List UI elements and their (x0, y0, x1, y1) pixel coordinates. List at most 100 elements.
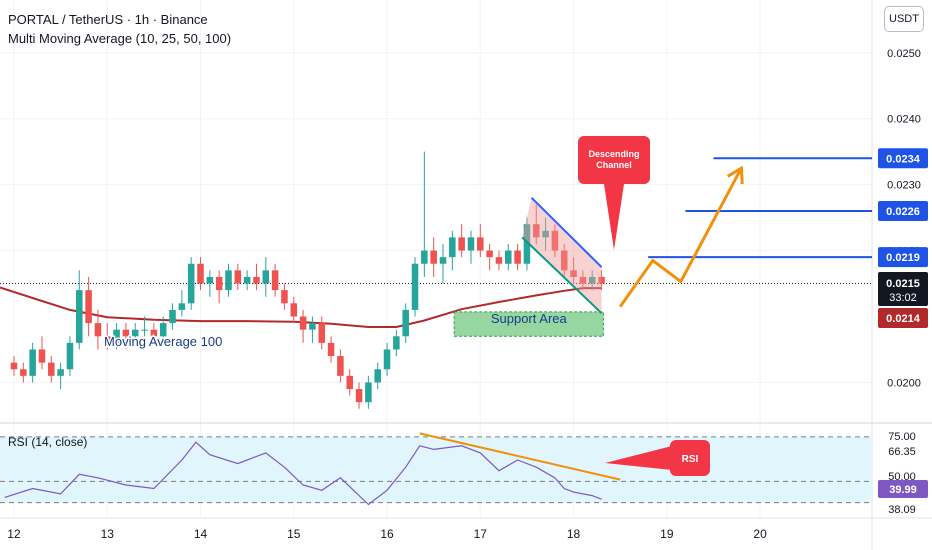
current-price-label: 0.0215 (886, 278, 920, 290)
candle-body (150, 329, 158, 337)
rsi-series (4, 441, 602, 506)
candle-body (141, 329, 148, 331)
candle-body (299, 316, 307, 330)
candle-body (374, 369, 381, 383)
target-price-badge (878, 148, 928, 169)
current-price-badge (878, 272, 928, 306)
chart-labels: Support Area Moving Average 100 Descending… (103, 136, 710, 476)
candle-body (20, 369, 27, 376)
price-axis[interactable]: 0.02500.02400.02300.02200.02000.02190.02… (878, 48, 928, 516)
candle-body (486, 250, 493, 258)
rsi-line (4, 432, 621, 506)
candle-body (467, 237, 475, 251)
candle-body (122, 329, 130, 337)
candle-body (327, 342, 335, 357)
moving-average-label: Moving Average 100 (104, 334, 222, 349)
time-tick: 12 (7, 527, 21, 541)
candle-body (421, 250, 428, 264)
target-price-label: 0.0219 (886, 252, 920, 264)
rsi-band (0, 436, 872, 504)
indicator-title[interactable]: Multi Moving Average (10, 25, 50, 100) (8, 31, 232, 46)
candle-body (523, 224, 531, 264)
candle-body (402, 309, 409, 337)
candle-body (532, 224, 540, 238)
currency-button[interactable]: USDT (884, 6, 924, 32)
candle-body (225, 270, 232, 291)
symbol-title[interactable]: PORTAL / TetherUS · 1h · Binance (8, 12, 208, 27)
candle-body (113, 329, 120, 343)
candle-body (178, 303, 186, 310)
target-price-badge (878, 247, 928, 268)
rsi-callout-pointer (605, 446, 672, 470)
candle-body (103, 336, 111, 343)
candle-body (430, 250, 437, 264)
time-axis[interactable]: 12 13 14 15 16 17 18 19 20 (7, 527, 767, 541)
candle-body (365, 382, 372, 403)
time-tick: 16 (380, 527, 394, 541)
support-area-box (453, 311, 604, 337)
time-tick: 13 (101, 527, 115, 541)
candle-body (393, 336, 400, 350)
candle-body (38, 349, 46, 363)
candle-body (439, 257, 447, 264)
time-tick: 19 (660, 527, 674, 541)
price-tick: 0.0200 (887, 377, 921, 389)
time-tick: 18 (567, 527, 581, 541)
candle-body (449, 237, 456, 258)
candle-body (234, 270, 242, 284)
time-tick: 14 (194, 527, 208, 541)
candle-body (290, 303, 298, 317)
candle-body (131, 329, 139, 337)
projection-arrowhead (726, 165, 744, 185)
rsi-callout-box (670, 440, 710, 476)
candle-body (159, 323, 167, 337)
candle-body (187, 263, 195, 304)
candle-body (48, 362, 55, 376)
candles (10, 151, 605, 409)
candle-body (206, 276, 214, 284)
candle-body (281, 290, 288, 304)
candle-body (495, 257, 503, 264)
ma-price-badge (878, 308, 928, 328)
channel-upper (530, 197, 603, 268)
descending-channel (521, 197, 603, 314)
target-price-label: 0.0234 (886, 153, 921, 165)
rsi-band-fill (0, 436, 872, 503)
candle-body (94, 323, 102, 337)
support-area (453, 311, 604, 337)
candle-body (560, 250, 568, 271)
target-price-badge (878, 201, 928, 221)
ma100-line (0, 286, 602, 328)
target-lines (648, 157, 872, 259)
candle-body (66, 342, 74, 370)
candle-body (29, 349, 36, 376)
candle-body (458, 237, 465, 251)
candle-body (383, 349, 391, 370)
countdown-label: 33:02 (889, 292, 917, 304)
support-area-label: Support Area (491, 311, 568, 326)
candle-body (598, 276, 605, 284)
rsi-callout-text: RSI (682, 454, 699, 465)
candle-body (411, 263, 419, 310)
candle-body (579, 276, 587, 284)
candle-body (337, 356, 344, 376)
channel-fill (522, 197, 602, 314)
time-tick: 15 (287, 527, 301, 541)
candle-body (262, 270, 270, 284)
rsi-title[interactable]: RSI (14, close) (8, 435, 88, 449)
moving-average-line (0, 286, 602, 328)
candle-body (551, 230, 559, 251)
candle-body (477, 237, 484, 251)
candle-body (169, 309, 176, 324)
time-tick: 20 (753, 527, 767, 541)
rsi-value-label: 39.99 (889, 484, 917, 496)
channel-callout-text: Descending (588, 149, 639, 159)
rsi-level-label: 75.00 (888, 431, 916, 443)
channel-callout-text: Channel (596, 160, 632, 170)
candle-body (514, 250, 521, 264)
candle-body (10, 362, 18, 370)
candle-body (243, 276, 251, 284)
candle-body (76, 290, 83, 343)
candle-body (588, 276, 596, 284)
